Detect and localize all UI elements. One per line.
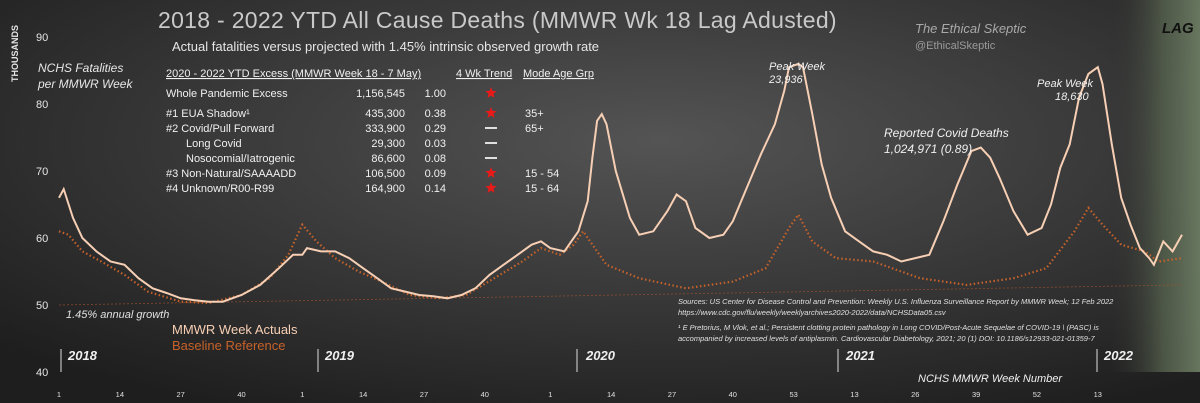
x-tick-label: 13: [850, 390, 858, 399]
table-row-value: 1,156,545: [356, 88, 405, 100]
year-label: 2022: [1103, 348, 1134, 363]
x-tick-label: 14: [359, 390, 367, 399]
x-tick-label: 40: [729, 390, 737, 399]
x-tick-label: 1: [300, 390, 304, 399]
x-tick-labels: 1 14 27 40 1 14 27 40 1 14 27 40 53 13 26 39 52 13: [57, 390, 1102, 399]
sources-line2: https://www.cdc.gov/flu/weekly/weeklyarc…: [678, 308, 947, 317]
chart-title: 2018 - 2022 YTD All Cause Deaths (MMWR W…: [158, 7, 837, 33]
sources-line4: accompanied by increased levels of antip…: [678, 334, 1095, 343]
peak2-value: 18,630: [1055, 91, 1090, 103]
x-tick-label: 1: [548, 390, 552, 399]
table-row-label: #2 Covid/Pull Forward: [166, 123, 274, 135]
brand-handle: @EthicalSkeptic: [915, 40, 996, 52]
year-label: 2021: [845, 348, 875, 363]
x-tick-label: 1: [57, 390, 61, 399]
table-row-value: 435,300: [365, 108, 405, 120]
table-row-value: 333,900: [365, 123, 405, 135]
year-label: 2018: [67, 348, 98, 363]
y-tick-labels: 90 80 70 60 50 40: [36, 32, 48, 379]
legend-actuals: MMWR Week Actuals: [172, 322, 298, 337]
x-tick-label: 53: [789, 390, 797, 399]
table-row-ratio: 0.29: [425, 123, 446, 135]
trend-up-icon: [485, 107, 497, 118]
y-axis-title-line2: per MMWR Week: [37, 77, 133, 91]
table-row-ratio: 0.14: [425, 183, 446, 195]
table-row-value: 164,900: [365, 183, 405, 195]
x-tick-label: 27: [668, 390, 676, 399]
y-tick-label: 80: [36, 99, 48, 111]
mmwr-actuals-series: [58, 62, 1183, 303]
chart-subtitle: Actual fatalities versus projected with …: [172, 39, 599, 54]
year-markers: 2018 2019 2020 2021 2022: [60, 348, 1134, 372]
x-tick-label: 40: [481, 390, 489, 399]
y-tick-label: 90: [36, 32, 48, 44]
covid-deaths-series: [58, 206, 1183, 305]
table-row-ratio: 0.38: [425, 108, 446, 120]
table-row-value: 86,600: [371, 153, 405, 165]
growth-label: 1.45% annual growth: [66, 309, 169, 321]
table-row-ratio: 0.09: [425, 168, 446, 180]
sources-line1: Sources: US Center for Disease Control a…: [678, 297, 1114, 306]
x-tick-label: 13: [1094, 390, 1102, 399]
x-tick-label: 52: [1033, 390, 1041, 399]
year-label: 2020: [585, 348, 616, 363]
covid-deaths-title: Reported Covid Deaths: [884, 126, 1009, 140]
table-row-ratio: 1.00: [425, 88, 446, 100]
table-header-trend: 4 Wk Trend: [456, 68, 512, 80]
x-tick-label: 27: [420, 390, 428, 399]
table-row-label: #4 Unknown/R00-R99: [166, 183, 274, 195]
y-unit-label: THOUSANDS: [10, 25, 20, 82]
trend-up-icon: [485, 87, 497, 98]
table-row-value: 29,300: [371, 138, 405, 150]
table-row-age: 65+: [525, 123, 544, 135]
y-tick-label: 50: [36, 300, 48, 312]
x-tick-label: 40: [237, 390, 245, 399]
table-row-age: 15 - 54: [525, 168, 559, 180]
legend-baseline: Baseline Reference: [172, 338, 285, 353]
table-header-excess: 2020 - 2022 YTD Excess (MMWR Week 18 - 7…: [166, 68, 421, 80]
covid-deaths-value: 1,024,971 (0.89): [884, 142, 972, 156]
x-tick-label: 26: [911, 390, 919, 399]
x-tick-label: 14: [607, 390, 615, 399]
x-tick-label: 27: [176, 390, 184, 399]
table-row-label: Nosocomial/Iatrogenic: [186, 153, 295, 165]
table-header-age: Mode Age Grp: [523, 68, 594, 80]
peak2-title: Peak Week: [1037, 78, 1094, 90]
x-axis-title: NCHS MMWR Week Number: [918, 373, 1063, 385]
table-row-age: 35+: [525, 108, 544, 120]
x-tick-label: 14: [116, 390, 124, 399]
table-row-label: Whole Pandemic Excess: [166, 88, 288, 100]
sources-line3: ¹ E Pretorius, M Vlok, et al.; Persisten…: [678, 323, 1099, 332]
table-row-label: #3 Non-Natural/SAAAADD: [166, 168, 296, 180]
lag-label: LAG: [1162, 20, 1194, 37]
trend-up-icon: [485, 182, 497, 193]
brand-name: The Ethical Skeptic: [915, 21, 1027, 36]
baseline-reference-line: [58, 284, 1183, 306]
table-row-label: Long Covid: [186, 138, 242, 150]
year-label: 2019: [324, 348, 355, 363]
table-row-age: 15 - 64: [525, 183, 559, 195]
table-row-label: #1 EUA Shadow¹: [166, 108, 250, 120]
peak1-value: 23,936: [768, 74, 804, 86]
table-row-value: 106,500: [365, 168, 405, 180]
peak1-title: Peak Week: [769, 61, 826, 73]
table-row-ratio: 0.08: [425, 153, 446, 165]
x-tick-label: 39: [972, 390, 980, 399]
lag-band: [1108, 0, 1200, 372]
y-tick-label: 40: [36, 367, 48, 379]
y-axis-title-line1: NCHS Fatalities: [38, 61, 123, 75]
trend-up-icon: [485, 167, 497, 178]
y-tick-label: 70: [36, 166, 48, 178]
table-rows: Whole Pandemic Excess 1,156,545 1.00 #1 EUA…: [166, 87, 559, 195]
table-row-ratio: 0.03: [425, 138, 446, 150]
excess-table: 2020 - 2022 YTD Excess (MMWR Week 18 - 7…: [166, 68, 594, 195]
y-tick-label: 60: [36, 233, 48, 245]
